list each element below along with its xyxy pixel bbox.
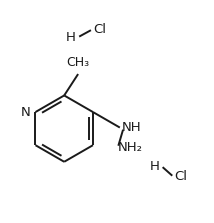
Text: NH: NH xyxy=(122,121,142,134)
Text: H: H xyxy=(150,160,159,173)
Text: H: H xyxy=(66,31,76,44)
Text: N: N xyxy=(20,105,30,119)
Text: Cl: Cl xyxy=(93,23,106,36)
Text: Cl: Cl xyxy=(174,170,187,183)
Text: NH₂: NH₂ xyxy=(117,141,142,154)
Text: CH₃: CH₃ xyxy=(67,56,90,69)
